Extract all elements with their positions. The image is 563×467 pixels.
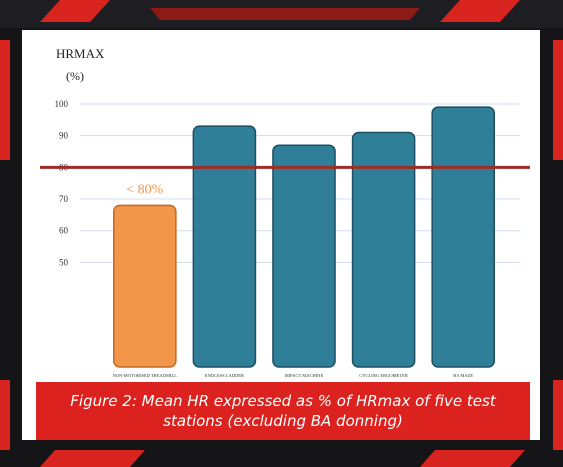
bar bbox=[351, 131, 416, 368]
plot: 5060708090100NON-MOTORISED TREADMILLENDL… bbox=[40, 99, 530, 378]
annotation: < 80% bbox=[126, 182, 163, 197]
y-tick-label: 70 bbox=[59, 194, 69, 204]
y-tick-label: 50 bbox=[59, 257, 69, 267]
frame-stripe bbox=[150, 8, 420, 20]
frame-stripe bbox=[440, 0, 520, 22]
frame-stripe bbox=[420, 450, 525, 467]
frame-stripe bbox=[40, 450, 145, 467]
caption-holder: Figure 2: Mean HR expressed as % of HRma… bbox=[70, 392, 496, 430]
y-tick-label: 60 bbox=[59, 226, 69, 236]
bar bbox=[113, 204, 177, 368]
y-tick-label: 100 bbox=[55, 99, 69, 109]
frame-side bbox=[553, 380, 563, 450]
x-tick-label: ENDLESS LADDER bbox=[205, 373, 244, 378]
frame-side bbox=[553, 40, 563, 160]
frame-side bbox=[0, 40, 10, 160]
y-axis-label: HRMAX bbox=[56, 46, 105, 61]
caption-box bbox=[36, 382, 530, 440]
x-tick-label: CYCLING ERGOMETER bbox=[359, 373, 408, 378]
x-tick-label: BA MAZE bbox=[453, 373, 473, 378]
frame-side bbox=[0, 380, 10, 450]
y-axis-unit: (%) bbox=[66, 69, 84, 83]
frame-stripe bbox=[40, 0, 110, 22]
y-tick-label: 90 bbox=[59, 131, 69, 141]
bar bbox=[431, 106, 495, 368]
bar bbox=[192, 125, 257, 368]
bar bbox=[272, 144, 336, 368]
x-tick-label: IMPACT MACHINE bbox=[285, 373, 324, 378]
caption: Figure 2: Mean HR expressed as % of HRma… bbox=[70, 392, 496, 430]
x-tick-label: NON-MOTORISED TREADMILL bbox=[113, 373, 178, 378]
